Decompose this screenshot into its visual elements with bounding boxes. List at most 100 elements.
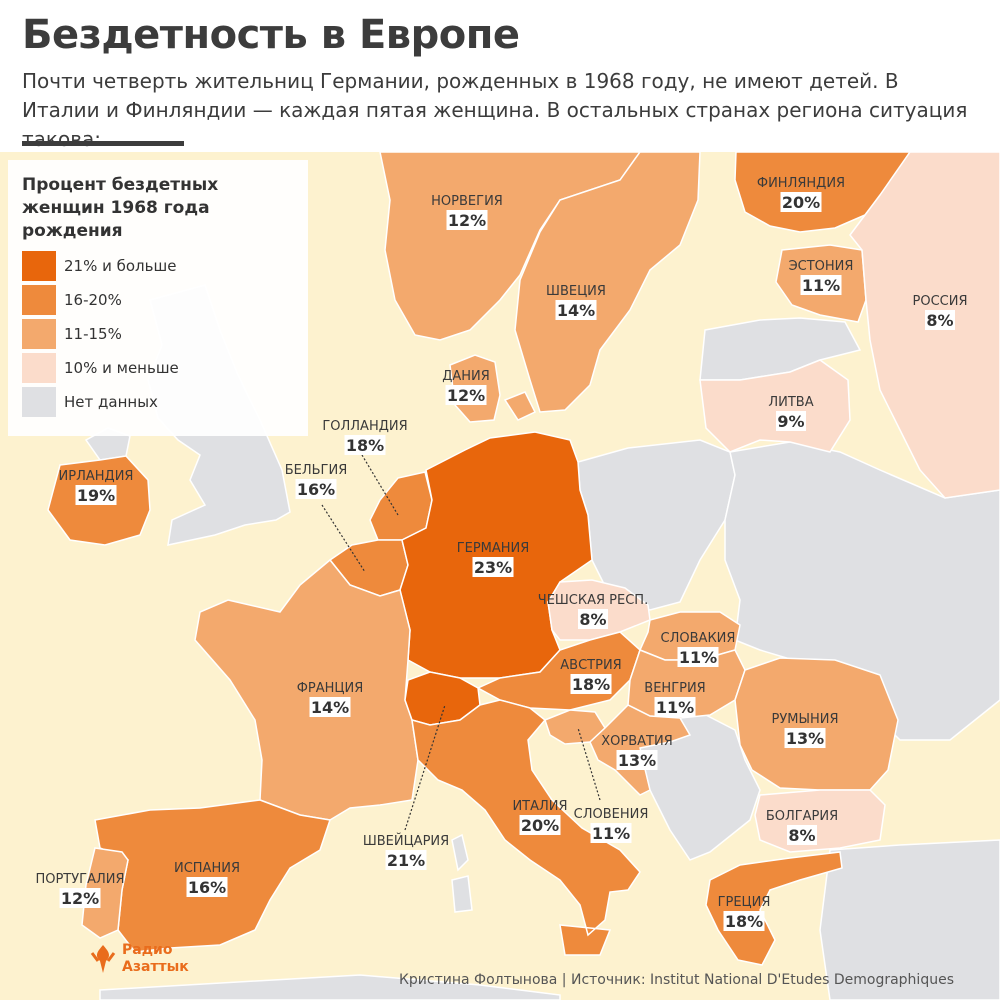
country-romania (734, 657, 899, 791)
country-name: СЛОВАКИЯ (661, 631, 736, 646)
value-badge (385, 850, 427, 870)
legend-swatch (22, 251, 56, 281)
country-label: ВЕНГРИЯ 11% (644, 681, 706, 717)
country-label: ЛИТВА 9% (768, 395, 814, 431)
country-label: ФИНЛЯНДИЯ 20% (757, 176, 845, 212)
legend-swatch (22, 285, 56, 315)
country-value: 11% (592, 824, 630, 843)
value-badge (800, 275, 842, 295)
value-badge (555, 300, 597, 320)
sardinia-corsica (451, 833, 473, 913)
value-badge (925, 310, 955, 330)
country-name: ИРЛАНДИЯ (59, 469, 134, 484)
country-name: ПОРТУГАЛИЯ (35, 872, 124, 887)
country-value: 18% (725, 912, 763, 931)
legend-label: 16-20% (64, 291, 122, 309)
legend-label: 11-15% (64, 325, 122, 343)
country-name: РУМЫНИЯ (772, 712, 839, 727)
value-badge (295, 479, 337, 499)
value-badge (616, 750, 658, 770)
title-rule (22, 141, 184, 146)
country-name: ШВЕЦИЯ (546, 284, 606, 299)
country-value: 13% (786, 729, 824, 748)
country-value: 13% (618, 751, 656, 770)
value-badge (723, 911, 765, 931)
legend-swatch (22, 319, 56, 349)
country-value: 12% (447, 386, 485, 405)
country-labels: НОРВЕГИЯ 12% ФИНЛЯНДИЯ 20% ШВЕЦИЯ 14% ЭСТОНИЯ 1… (35, 176, 967, 931)
turkey (819, 839, 1000, 1000)
country-name: БЕЛЬГИЯ (285, 463, 348, 478)
value-badge (654, 697, 696, 717)
country-label: ИТАЛИЯ 20% (512, 799, 568, 835)
country-value: 12% (448, 211, 486, 230)
country-lithuania (699, 359, 851, 453)
country-name: НОРВЕГИЯ (431, 194, 503, 209)
country-value: 11% (679, 648, 717, 667)
country-greece (705, 851, 843, 966)
legend-item: 16-20% (22, 283, 308, 317)
country-value: 18% (346, 436, 384, 455)
country-name: ЭСТОНИЯ (789, 259, 854, 274)
country-label: ГЕРМАНИЯ 23% (457, 541, 529, 577)
country-value: 8% (579, 610, 606, 629)
country-value: 12% (61, 889, 99, 908)
country-sweden (514, 152, 701, 413)
country-value: 19% (77, 486, 115, 505)
north-africa (99, 974, 561, 1000)
country-name: ИСПАНИЯ (174, 861, 240, 876)
country-name: СЛОВЕНИЯ (574, 807, 649, 822)
country-value: 16% (188, 878, 226, 897)
value-badge (570, 674, 612, 694)
country-label: ШВЕЦИЯ 14% (546, 284, 606, 320)
map-subtitle: Почти четверть жительниц Германии, рожде… (22, 69, 968, 151)
country-value: 8% (926, 311, 953, 330)
country-value: 14% (557, 301, 595, 320)
country-value: 20% (782, 193, 820, 212)
country-label: ЧЕШСКАЯ РЕСП. 8% (538, 593, 648, 629)
country-label: НОРВЕГИЯ 12% (431, 194, 503, 230)
country-value: 23% (474, 558, 512, 577)
country-label: РОССИЯ 8% (913, 294, 967, 330)
country-label: ШВЕЙЦАРИЯ 21% (363, 833, 449, 870)
leader-switzerland (404, 704, 446, 831)
value-badge (776, 411, 806, 431)
country-denmark (449, 354, 537, 423)
logo-line-2: Азаттык (122, 959, 189, 975)
country-label: ПОРТУГАЛИЯ 12% (35, 872, 125, 908)
country-label: ГОЛЛАНДИЯ 18% (322, 419, 408, 455)
value-badge (784, 728, 826, 748)
value-badge (472, 557, 514, 577)
value-badge (677, 647, 719, 667)
leader-belgium (321, 504, 366, 573)
value-badge (75, 485, 117, 505)
logo-line-1: Радио (122, 942, 173, 958)
country-value: 16% (297, 480, 335, 499)
logo-text: Радио Азаттык (122, 942, 189, 976)
torch-icon (90, 945, 116, 973)
legend-swatch (22, 353, 56, 383)
country-value: 11% (802, 276, 840, 295)
country-name: АВСТРИЯ (560, 658, 621, 673)
country-value: 11% (656, 698, 694, 717)
country-value: 14% (311, 698, 349, 717)
country-name: ФИНЛЯНДИЯ (757, 176, 845, 191)
country-value: 8% (788, 826, 815, 845)
country-label: АВСТРИЯ 18% (560, 658, 622, 694)
country-label: СЛОВАКИЯ 11% (661, 631, 736, 667)
country-name: ШВЕЙЦАРИЯ (363, 833, 449, 849)
country-label: РУМЫНИЯ 13% (772, 712, 839, 748)
value-badge (186, 877, 228, 897)
legend-title: Процент бездетных женщин 1968 года рожде… (22, 175, 219, 241)
country-name: ЛИТВА (768, 395, 813, 410)
legend-item: Нет данных (22, 385, 308, 419)
country-name: ГРЕЦИЯ (718, 895, 771, 910)
leader-slovenia (577, 727, 601, 801)
value-badge (446, 210, 488, 230)
value-badge (344, 435, 386, 455)
country-label: ДАНИЯ 12% (442, 369, 490, 405)
country-label: ХОРВАТИЯ 13% (601, 734, 673, 770)
country-name: ИТАЛИЯ (512, 799, 567, 814)
country-name: ВЕНГРИЯ (644, 681, 705, 696)
country-name: БОЛГАРИЯ (766, 809, 838, 824)
